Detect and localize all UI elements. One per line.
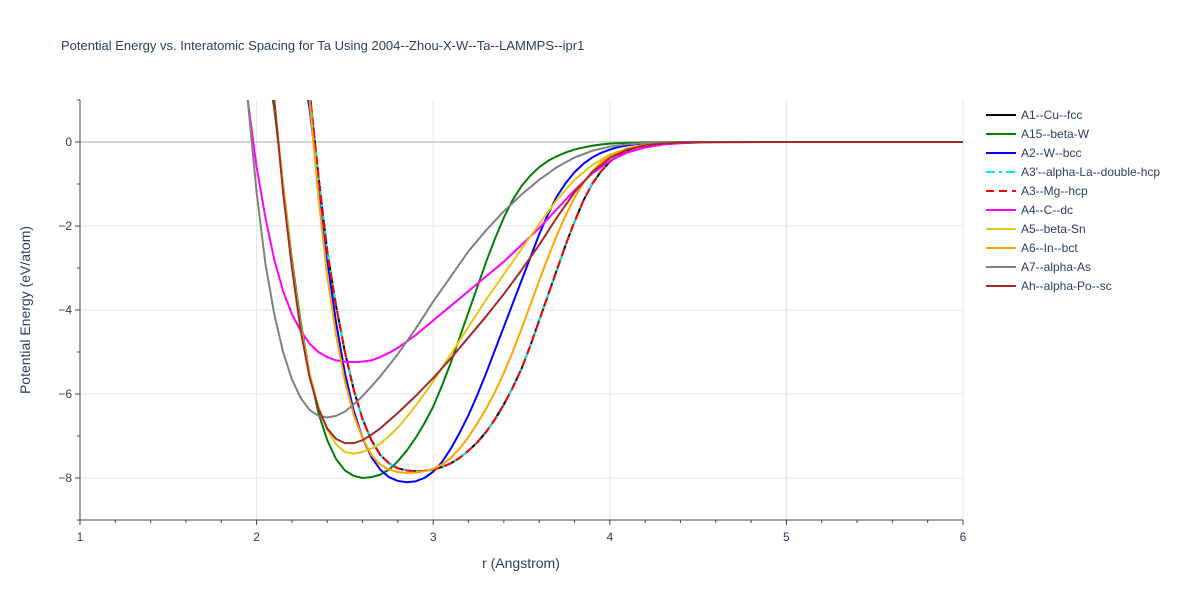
y-tick-label: 0: [65, 135, 72, 149]
series-line: [246, 100, 963, 419]
x-axis-title: r (Angstrom): [482, 555, 560, 571]
legend-label: A4--C--dc: [1021, 203, 1073, 217]
legend-item[interactable]: A15--beta-W: [986, 127, 1090, 141]
legend-label: A1--Cu--fcc: [1021, 108, 1082, 122]
legend-label: A2--W--bcc: [1021, 146, 1081, 160]
series-line: [308, 100, 963, 474]
chart-title: Potential Energy vs. Interatomic Spacing…: [61, 38, 584, 53]
series-line: [246, 100, 963, 364]
y-tick-labels: 0 −2 −4 −6 −8: [58, 135, 72, 485]
legend-label: A3'--alpha-La--double-hcp: [1021, 165, 1160, 179]
legend-item[interactable]: A3'--alpha-La--double-hcp: [986, 165, 1160, 179]
series-line: [273, 100, 963, 445]
x-tick-label: 4: [606, 530, 613, 544]
legend-label: A5--beta-Sn: [1021, 222, 1086, 236]
legend-item[interactable]: A3--Mg--hcp: [986, 184, 1088, 198]
legend-item[interactable]: A6--In--bct: [986, 241, 1078, 255]
axes: [75, 99, 964, 525]
y-tick-label: −8: [58, 471, 72, 485]
series-line: [309, 100, 963, 473]
series-lines: [246, 100, 963, 484]
legend-item[interactable]: A7--alpha-As: [986, 260, 1091, 274]
legend[interactable]: A1--Cu--fcc A15--beta-W A2--W--bcc A3'--alp…: [986, 108, 1160, 293]
legend-label: A3--Mg--hcp: [1021, 184, 1088, 198]
y-axis-title: Potential Energy (eV/atom): [17, 226, 33, 394]
legend-item[interactable]: A5--beta-Sn: [986, 222, 1086, 236]
grid-lines: [80, 100, 964, 520]
legend-label: A7--alpha-As: [1021, 260, 1091, 274]
series-line: [307, 100, 963, 484]
legend-label: A15--beta-W: [1021, 127, 1090, 141]
legend-item[interactable]: Ah--alpha-Po--sc: [986, 279, 1112, 293]
legend-item[interactable]: A4--C--dc: [986, 203, 1073, 217]
series-line: [309, 100, 963, 473]
legend-label: A6--In--bct: [1021, 241, 1078, 255]
x-tick-label: 2: [253, 530, 260, 544]
legend-label: Ah--alpha-Po--sc: [1021, 279, 1112, 293]
x-tick-label: 6: [960, 530, 967, 544]
y-tick-label: −2: [58, 219, 72, 233]
x-tick-label: 1: [77, 530, 84, 544]
x-tick-labels: 1 2 3 4 5 6: [77, 530, 967, 544]
x-tick-label: 3: [430, 530, 437, 544]
y-tick-label: −4: [58, 303, 72, 317]
x-tick-label: 5: [783, 530, 790, 544]
legend-item[interactable]: A2--W--bcc: [986, 146, 1081, 160]
legend-item[interactable]: A1--Cu--fcc: [986, 108, 1082, 122]
series-line: [309, 100, 963, 473]
y-tick-label: −6: [58, 387, 72, 401]
